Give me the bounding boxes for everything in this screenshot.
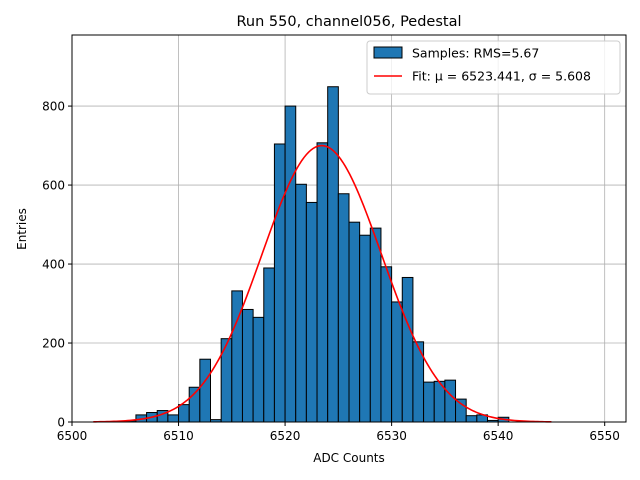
x-tick-label: 6500 [57,429,88,443]
x-tick-label: 6520 [270,429,301,443]
histogram-bar [327,86,339,423]
histogram-bar [284,105,297,423]
legend-fit-label: Fit: μ = 6523.441, σ = 5.608 [412,69,591,84]
histogram-bar [273,143,286,423]
y-tick-label: 200 [42,337,65,351]
x-tick-label: 6530 [376,429,407,443]
axis-ticks: 6500 6510 6520 6530 6540 6550 0 200 400 600 800 [42,100,620,443]
histogram-bar [316,142,329,423]
y-tick-label: 800 [42,100,65,114]
legend-box [366,40,621,95]
histogram-bar [178,404,190,423]
x-axis-label: ADC Counts [313,451,385,465]
histogram-bar [444,379,457,423]
histogram-bar [167,414,180,423]
histogram-bar [263,267,275,423]
histogram-bar [348,221,361,423]
legend: Samples: RMS=5.67 Fit: μ = 6523.441, σ =… [366,40,621,95]
histogram-bar [337,193,350,423]
histogram-bar [369,227,382,423]
y-tick-label: 400 [42,258,65,272]
histogram-bar [295,183,307,423]
y-tick-label: 600 [42,179,65,193]
histogram-bar [359,234,371,423]
histogram-bar [241,308,254,423]
histogram-bar [423,381,435,423]
fit-curve-group [93,144,552,423]
legend-histogram-label: Samples: RMS=5.67 [412,46,539,61]
histogram-bar [401,276,414,423]
y-tick-label: 0 [57,416,65,430]
histogram-bar [380,266,393,423]
histogram-bar [465,415,478,423]
plot-frame [71,34,627,423]
histogram-bar [305,201,318,423]
y-axis-label: Entries [15,208,29,250]
histogram-bar [391,301,403,423]
histogram-bar [252,316,265,423]
x-tick-label: 6510 [163,429,194,443]
x-tick-label: 6540 [483,429,514,443]
legend-histogram-swatch [373,46,403,59]
histogram-bar [455,398,467,423]
chart-title: Run 550, channel056, Pedestal [236,14,461,30]
gaussian-fit-curve [93,144,552,423]
histogram-bar [199,358,212,423]
x-tick-label: 6550 [589,429,620,443]
